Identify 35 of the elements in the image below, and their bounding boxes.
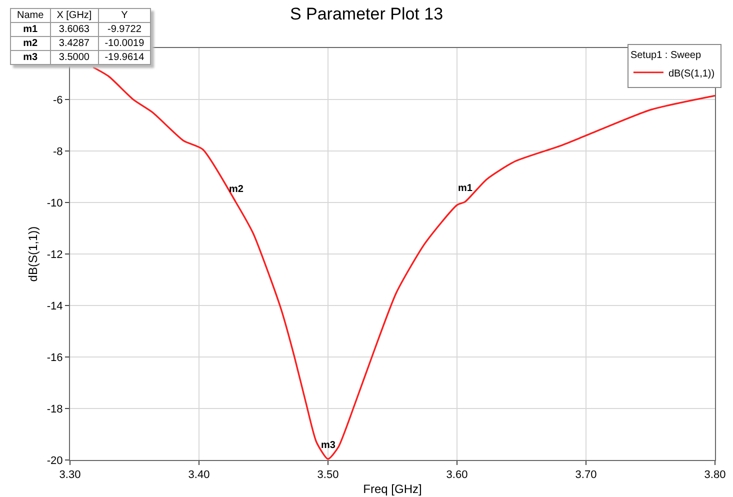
annotation: m1: [458, 183, 473, 194]
x-tick-label: 3.70: [575, 469, 597, 482]
y-axis-title: dB(S(1,1)): [26, 226, 40, 282]
chart-title: S Parameter Plot 13: [290, 4, 444, 24]
y-tick-label: -20: [46, 454, 63, 467]
annotation: 3.5000: [50, 50, 98, 64]
text: m3: [10, 50, 50, 64]
annotation: m2: [229, 184, 244, 195]
text: m1: [10, 22, 50, 36]
legend-title: Setup1 : Sweep: [630, 50, 702, 61]
text: X [GHz]: [50, 8, 98, 22]
x-tick-label: 3.40: [188, 469, 210, 482]
text: -9.9722: [98, 22, 151, 36]
y-tick-label: -16: [46, 352, 63, 364]
annotation: -19.9614: [98, 50, 151, 64]
text: m2: [10, 36, 50, 50]
x-tick-label: 3.60: [446, 469, 468, 482]
text: Name: [10, 8, 50, 22]
x-tick-label: 3.80: [704, 469, 726, 482]
line-series: [92, 66, 715, 460]
x-tick-label: 3.30: [59, 469, 81, 482]
y-tick-label: -14: [46, 300, 63, 312]
x-tick-label: 3.50: [317, 469, 339, 482]
y-tick-label: -12: [46, 248, 63, 261]
y-tick-label: -18: [46, 403, 63, 416]
y-tick-label: -6: [53, 94, 63, 106]
annotation: -10.0019: [98, 36, 151, 50]
text: Y: [98, 8, 151, 22]
annotation: m3: [321, 440, 336, 451]
y-tick-label: -10: [46, 197, 63, 210]
annotation: 3.4287: [50, 36, 98, 50]
y-tick-label: -8: [53, 146, 63, 158]
legend-label: dB(S(1,1)): [668, 68, 715, 80]
text: 3.6063: [50, 22, 98, 36]
x-axis-title: Freq [GHz]: [363, 482, 422, 496]
